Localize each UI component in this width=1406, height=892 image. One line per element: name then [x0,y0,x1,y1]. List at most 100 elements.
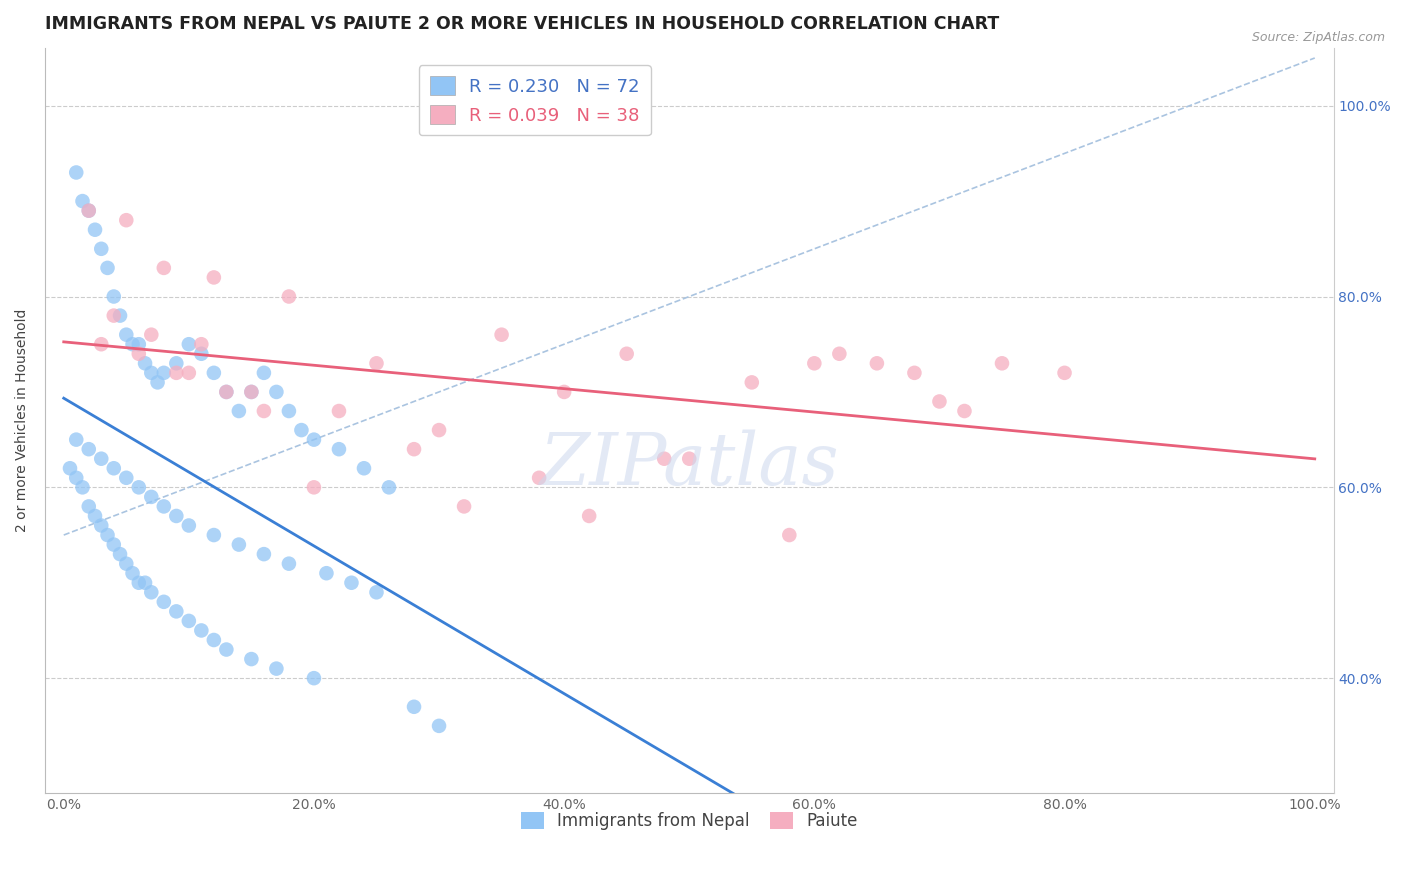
Point [453,500,475,514]
Point [90,518,112,533]
Point [141,366,163,380]
Point [202,270,225,285]
Point [77,442,100,457]
Point [266,384,288,399]
Point [828,347,851,361]
Point [115,327,138,342]
Point [302,480,325,494]
Point [253,404,276,418]
Point [202,632,225,647]
Point [228,538,250,552]
Point [240,384,263,399]
Point [65,433,87,447]
Point [290,423,312,437]
Point [277,289,299,303]
Point [90,242,112,256]
Point [652,451,675,466]
Point [72,480,94,494]
Point [128,347,150,361]
Point [928,394,950,409]
Point [578,508,600,523]
Point [253,547,276,561]
Point [427,423,450,437]
Point [153,366,176,380]
Point [553,384,575,399]
Point [115,213,138,227]
Text: Source: ZipAtlas.com: Source: ZipAtlas.com [1251,31,1385,45]
Point [778,528,800,542]
Point [134,356,156,370]
Point [177,366,200,380]
Point [177,614,200,628]
Point [991,356,1014,370]
Point [108,309,131,323]
Point [866,356,889,370]
Point [134,575,156,590]
Point [141,327,163,342]
Point [103,461,125,475]
Point [302,671,325,685]
Y-axis label: 2 or more Vehicles in Household: 2 or more Vehicles in Household [15,309,30,533]
Point [903,366,925,380]
Point [84,508,107,523]
Point [128,480,150,494]
Text: IMMIGRANTS FROM NEPAL VS PAIUTE 2 OR MORE VEHICLES IN HOUSEHOLD CORRELATION CHAR: IMMIGRANTS FROM NEPAL VS PAIUTE 2 OR MOR… [45,15,1000,33]
Point [741,376,763,390]
Point [96,260,118,275]
Point [266,662,288,676]
Point [491,327,513,342]
Point [253,366,276,380]
Point [215,384,238,399]
Point [1053,366,1076,380]
Point [65,471,87,485]
Point [77,203,100,218]
Point [165,356,187,370]
Point [90,451,112,466]
Point [803,356,825,370]
Point [353,461,375,475]
Point [202,528,225,542]
Point [121,337,143,351]
Point [402,699,425,714]
Point [72,194,94,208]
Point [103,289,125,303]
Point [240,384,263,399]
Point [366,585,388,599]
Point [153,595,176,609]
Point [103,538,125,552]
Point [128,337,150,351]
Point [678,451,700,466]
Point [340,575,363,590]
Point [141,490,163,504]
Legend: Immigrants from Nepal, Paiute: Immigrants from Nepal, Paiute [515,805,865,837]
Point [77,500,100,514]
Point [65,165,87,179]
Text: ZIPatlas: ZIPatlas [540,430,839,500]
Point [228,404,250,418]
Point [616,347,638,361]
Point [378,480,401,494]
Point [141,585,163,599]
Point [146,376,169,390]
Point [153,260,176,275]
Point [190,624,212,638]
Point [953,404,976,418]
Point [153,500,176,514]
Point [215,384,238,399]
Point [527,471,550,485]
Point [177,337,200,351]
Point [165,508,187,523]
Point [84,223,107,237]
Point [277,404,299,418]
Point [108,547,131,561]
Point [328,442,350,457]
Point [59,461,82,475]
Point [366,356,388,370]
Point [115,471,138,485]
Point [128,575,150,590]
Point [177,518,200,533]
Point [315,566,337,581]
Point [277,557,299,571]
Point [115,557,138,571]
Point [165,604,187,618]
